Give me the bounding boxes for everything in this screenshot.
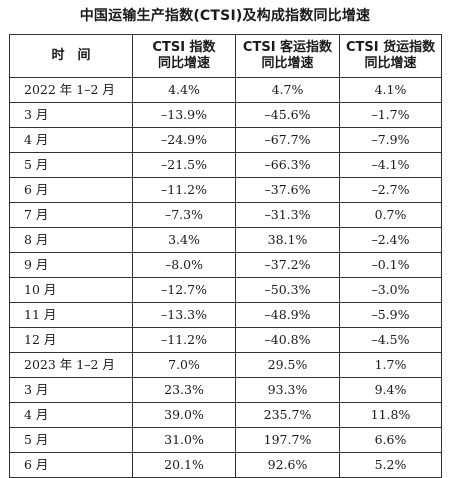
period-cell: 5 月 — [9, 152, 133, 178]
freight-growth-cell: 4.1% — [339, 77, 442, 103]
passenger-growth-cell: –31.3% — [235, 202, 340, 228]
freight-growth-cell: –4.1% — [339, 152, 442, 178]
passenger-growth-cell: –37.2% — [235, 252, 340, 278]
period-cell: 8 月 — [9, 227, 133, 253]
freight-growth-cell: –2.4% — [339, 227, 442, 253]
freight-growth-cell: –2.7% — [339, 177, 442, 203]
period-cell: 5 月 — [9, 427, 133, 453]
table-body: 2022 年 1–2 月 4.4% 4.7% 4.1% 3 月 –13.9% –45.6% –… — [9, 77, 442, 478]
passenger-growth-cell: 197.7% — [235, 427, 340, 453]
period-cell: 3 月 — [9, 102, 133, 128]
table-row: 5 月 –21.5% –66.3% –4.1% — [9, 152, 442, 178]
table-row: 7 月 –7.3% –31.3% 0.7% — [9, 202, 442, 228]
ctsi-growth-cell: 39.0% — [132, 402, 236, 428]
ctsi-growth-cell: 4.4% — [132, 77, 236, 103]
freight-growth-cell: 1.7% — [339, 352, 442, 378]
table-row: 4 月 39.0% 235.7% 11.8% — [9, 402, 442, 428]
passenger-growth-cell: 235.7% — [235, 402, 340, 428]
ctsi-growth-table: 时 间 CTSI 指数 同比增速 CTSI 客运指数 同比增速 CTSI 货运指… — [9, 34, 442, 478]
passenger-growth-cell: –67.7% — [235, 127, 340, 153]
period-cell: 7 月 — [9, 202, 133, 228]
ctsi-growth-cell: –7.3% — [132, 202, 236, 228]
period-cell: 2023 年 1–2 月 — [9, 352, 133, 378]
freight-growth-cell: 5.2% — [339, 452, 442, 478]
ctsi-growth-cell: 3.4% — [132, 227, 236, 253]
period-cell: 3 月 — [9, 377, 133, 403]
table-row: 10 月 –12.7% –50.3% –3.0% — [9, 277, 442, 303]
period-cell: 2022 年 1–2 月 — [9, 77, 133, 103]
passenger-growth-cell: –37.6% — [235, 177, 340, 203]
header-period-label: 时 间 — [51, 48, 91, 63]
ctsi-growth-cell: 7.0% — [132, 352, 236, 378]
ctsi-growth-cell: –11.2% — [132, 327, 236, 353]
period-cell: 10 月 — [9, 277, 133, 303]
passenger-growth-cell: 38.1% — [235, 227, 340, 253]
table-title: 中国运输生产指数(CTSI)及构成指数同比增速 — [79, 8, 371, 24]
table-row: 2022 年 1–2 月 4.4% 4.7% 4.1% — [9, 77, 442, 103]
passenger-growth-cell: 4.7% — [235, 77, 340, 103]
freight-growth-cell: 9.4% — [339, 377, 442, 403]
table-row: 9 月 –8.0% –37.2% –0.1% — [9, 252, 442, 278]
ctsi-growth-cell: 23.3% — [132, 377, 236, 403]
ctsi-growth-cell: –21.5% — [132, 152, 236, 178]
header-passenger-line2: 同比增速 — [261, 56, 314, 71]
ctsi-growth-cell: –13.3% — [132, 302, 236, 328]
passenger-growth-cell: –40.8% — [235, 327, 340, 353]
ctsi-growth-cell: –8.0% — [132, 252, 236, 278]
ctsi-growth-cell: –12.7% — [132, 277, 236, 303]
freight-growth-cell: 11.8% — [339, 402, 442, 428]
period-cell: 9 月 — [9, 252, 133, 278]
table-row: 4 月 –24.9% –67.7% –7.9% — [9, 127, 442, 153]
header-passenger-line1: CTSI 客运指数 — [242, 40, 333, 55]
ctsi-growth-cell: –13.9% — [132, 102, 236, 128]
table-row: 3 月 23.3% 93.3% 9.4% — [9, 377, 442, 403]
period-cell: 4 月 — [9, 127, 133, 153]
header-ctsi-line1: CTSI 指数 — [152, 40, 216, 55]
table-header: 时 间 CTSI 指数 同比增速 CTSI 客运指数 同比增速 CTSI 货运指… — [9, 34, 442, 78]
ctsi-growth-cell: –24.9% — [132, 127, 236, 153]
passenger-growth-cell: 93.3% — [235, 377, 340, 403]
period-cell: 12 月 — [9, 327, 133, 353]
passenger-growth-cell: –50.3% — [235, 277, 340, 303]
header-ctsi: CTSI 指数 同比增速 — [132, 34, 236, 78]
header-row: 时 间 CTSI 指数 同比增速 CTSI 客运指数 同比增速 CTSI 货运指… — [9, 34, 442, 78]
table-row: 11 月 –13.3% –48.9% –5.9% — [9, 302, 442, 328]
table-row: 2023 年 1–2 月 7.0% 29.5% 1.7% — [9, 352, 442, 378]
freight-growth-cell: –5.9% — [339, 302, 442, 328]
freight-growth-cell: –3.0% — [339, 277, 442, 303]
header-freight: CTSI 货运指数 同比增速 — [339, 34, 442, 78]
passenger-growth-cell: –66.3% — [235, 152, 340, 178]
freight-growth-cell: 6.6% — [339, 427, 442, 453]
table-row: 12 月 –11.2% –40.8% –4.5% — [9, 327, 442, 353]
passenger-growth-cell: 29.5% — [235, 352, 340, 378]
freight-growth-cell: –0.1% — [339, 252, 442, 278]
header-freight-line2: 同比增速 — [364, 56, 417, 71]
table-row: 5 月 31.0% 197.7% 6.6% — [9, 427, 442, 453]
table-row: 3 月 –13.9% –45.6% –1.7% — [9, 102, 442, 128]
period-cell: 6 月 — [9, 177, 133, 203]
table-row: 8 月 3.4% 38.1% –2.4% — [9, 227, 442, 253]
freight-growth-cell: –1.7% — [339, 102, 442, 128]
period-cell: 4 月 — [9, 402, 133, 428]
header-passenger: CTSI 客运指数 同比增速 — [235, 34, 340, 78]
ctsi-growth-cell: 20.1% — [132, 452, 236, 478]
period-cell: 11 月 — [9, 302, 133, 328]
period-cell: 6 月 — [9, 452, 133, 478]
header-period: 时 间 — [9, 34, 133, 78]
freight-growth-cell: 0.7% — [339, 202, 442, 228]
header-ctsi-line2: 同比增速 — [157, 56, 210, 71]
ctsi-growth-cell: –11.2% — [132, 177, 236, 203]
ctsi-growth-cell: 31.0% — [132, 427, 236, 453]
freight-growth-cell: –4.5% — [339, 327, 442, 353]
passenger-growth-cell: –45.6% — [235, 102, 340, 128]
freight-growth-cell: –7.9% — [339, 127, 442, 153]
table-row: 6 月 –11.2% –37.6% –2.7% — [9, 177, 442, 203]
passenger-growth-cell: 92.6% — [235, 452, 340, 478]
passenger-growth-cell: –48.9% — [235, 302, 340, 328]
header-freight-line1: CTSI 货运指数 — [346, 40, 436, 55]
table-row: 6 月 20.1% 92.6% 5.2% — [9, 452, 442, 478]
